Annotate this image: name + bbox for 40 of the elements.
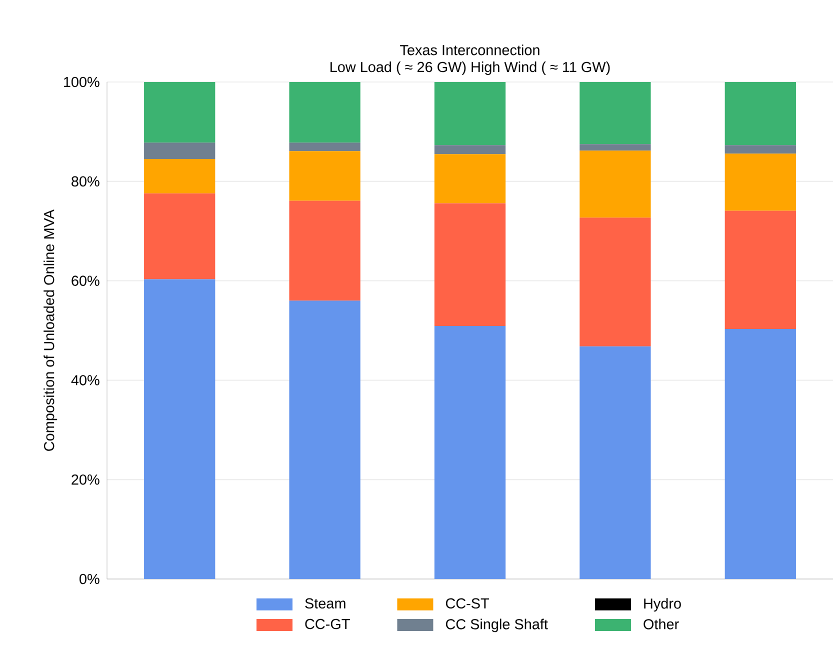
y-tick-label: 80% (72, 176, 100, 187)
bar (144, 159, 216, 194)
y-tick-label: 60% (72, 276, 100, 286)
bar (289, 82, 360, 143)
legend-label: CC Single Shaft (446, 618, 548, 632)
bar (580, 82, 651, 144)
legend-label: CC-ST (446, 598, 490, 609)
legend-label: Hydro (644, 598, 681, 612)
bar (434, 145, 506, 154)
chart-subtitle: Low Load ( ≈ 26 GW) High Wind ( ≈ 11 GW) (330, 62, 610, 76)
bar (580, 218, 651, 346)
bar (144, 82, 216, 143)
chart-title: Texas Interconnection (400, 44, 540, 56)
bar (434, 154, 506, 204)
legend-label: Other (644, 618, 679, 630)
bar (580, 150, 651, 218)
bar (434, 203, 506, 326)
y-tick-label: 20% (72, 474, 100, 485)
bar (724, 82, 796, 146)
y-tick-label: 0% (80, 574, 100, 584)
bar (144, 142, 216, 160)
bar (724, 210, 796, 330)
bar (289, 151, 360, 201)
bar (724, 154, 796, 211)
y-tick-label: 40% (71, 375, 100, 386)
bar (144, 193, 216, 280)
bar (724, 145, 796, 154)
bar (580, 346, 651, 579)
bar (144, 279, 216, 579)
y-tick-label: 100% (64, 76, 100, 88)
bar (289, 142, 360, 152)
bar (289, 200, 360, 301)
y-axis-title: Composition of Unloaded Online MVA (44, 209, 58, 451)
bar (434, 82, 506, 146)
bar (434, 326, 506, 579)
bar (289, 300, 360, 579)
bar (580, 144, 651, 151)
legend-label: Steam (305, 598, 346, 609)
legend-label: CC-GT (305, 618, 350, 630)
bar (724, 329, 796, 579)
